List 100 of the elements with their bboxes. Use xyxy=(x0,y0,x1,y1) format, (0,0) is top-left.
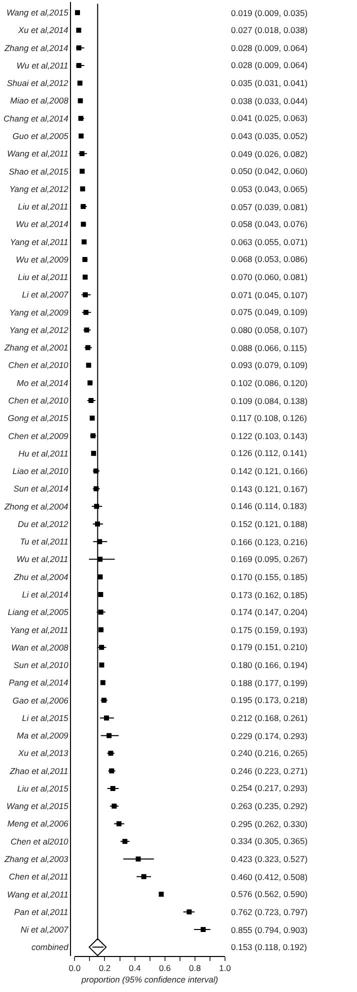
y-tick-label: Yang et al,2011 xyxy=(10,624,69,635)
text: 0.057 (0.039, 0.081) xyxy=(231,202,308,212)
text: 0.229 (0.174, 0.293) xyxy=(231,731,308,741)
y-tick-label: Ma et al,2009 xyxy=(16,730,69,741)
text: 0.143 (0.121, 0.167) xyxy=(231,484,308,494)
x-tick-label: 0.2 xyxy=(98,963,111,974)
text: 0.071 (0.045, 0.107) xyxy=(231,290,308,300)
y-tick-label: Zhao et al,2011 xyxy=(8,766,69,776)
y-tick-label: Mo et al,2014 xyxy=(16,378,69,388)
y-tick-label: Chen et al,2010 xyxy=(8,360,69,370)
y-tick-label: Xu et al,2014 xyxy=(17,25,69,36)
text: 0.173 (0.162, 0.185) xyxy=(231,590,308,600)
y-tick-label: Wang et al,2011 xyxy=(7,148,69,159)
text: 0.019 (0.009, 0.035) xyxy=(231,8,308,18)
y-tick-label: Chen et al,2010 xyxy=(8,396,69,406)
y-tick-label: Wang et al,2015 xyxy=(6,8,69,18)
text: 0.049 (0.026, 0.082) xyxy=(231,149,308,159)
y-tick-label: Wang et al,2015 xyxy=(6,801,69,812)
text: 0.423 (0.323, 0.527) xyxy=(231,854,308,864)
x-tick-label: 0.8 xyxy=(189,963,202,974)
text: 0.212 (0.168, 0.261) xyxy=(231,713,308,723)
text: 0.075 (0.049, 0.109) xyxy=(231,307,308,317)
y-tick-label: Liu et al,2011 xyxy=(18,272,69,282)
text: 0.102 (0.086, 0.120) xyxy=(231,378,308,388)
y-tick-label: Li et al,2014 xyxy=(22,589,69,600)
text: 0.153 (0.118, 0.192) xyxy=(231,942,307,952)
y-tick-label: Shao et al,2015 xyxy=(8,166,69,176)
y-tick-label: Liu et al,2011 xyxy=(18,202,69,212)
y-tick-label: Yang et al,2011 xyxy=(10,236,69,247)
text: 0.088 (0.066, 0.115) xyxy=(231,343,307,353)
y-tick-label: Zhang et al,2014 xyxy=(3,42,69,53)
text: 0.254 (0.217, 0.293) xyxy=(231,783,308,793)
y-tick-label: Wu et al,2011 xyxy=(16,60,69,70)
y-tick-label: Sun et al,2010 xyxy=(13,660,69,670)
y-tick-label: Zhong et al,2004 xyxy=(3,501,69,512)
text: 0.188 (0.177, 0.199) xyxy=(231,678,308,688)
text: 0.028 (0.009, 0.064) xyxy=(231,43,308,53)
text: 0.142 (0.121, 0.166) xyxy=(231,466,308,476)
text: 0.027 (0.018, 0.038) xyxy=(231,25,308,35)
text: 0.068 (0.053, 0.086) xyxy=(231,254,308,264)
text: 0.035 (0.031, 0.041) xyxy=(231,78,308,88)
y-tick-label: Miao et al,2008 xyxy=(10,96,69,106)
text: 0.053 (0.043, 0.065) xyxy=(231,184,308,194)
text: 0.080 (0.058, 0.107) xyxy=(231,325,308,335)
y-tick-label: Gong et al,2015 xyxy=(8,413,69,424)
y-tick-label: Pang et al,2014 xyxy=(8,678,69,688)
text: 0.180 (0.166, 0.194) xyxy=(231,660,308,670)
text: 0.050 (0.042, 0.060) xyxy=(231,166,308,176)
y-tick-label: Wu et al,2014 xyxy=(16,219,69,230)
y-tick-label: Zhang et al,2001 xyxy=(3,342,69,353)
y-tick-label: Gao et al,2006 xyxy=(12,695,69,706)
text: 0.855 (0.794, 0.903) xyxy=(231,925,308,935)
y-tick-label: Zhu et al,2004 xyxy=(12,572,69,582)
text: 0.028 (0.009, 0.064) xyxy=(231,60,308,70)
text: 0.063 (0.055, 0.071) xyxy=(231,237,308,247)
y-tick-label: Meng et al,2006 xyxy=(7,818,69,829)
text: 0.117 (0.108, 0.126) xyxy=(231,413,307,423)
text: 0.762 (0.723, 0.797) xyxy=(231,907,308,917)
text: 0.263 (0.235, 0.292) xyxy=(231,801,308,811)
text: 0.295 (0.262, 0.330) xyxy=(231,819,308,829)
y-tick-label: Yang et al,2012 xyxy=(9,184,69,194)
y-tick-label: Shuai et al,2012 xyxy=(6,78,69,88)
x-axis-title: proportion (95% confidence interval) xyxy=(80,974,218,985)
y-tick-label: Liu et al,2015 xyxy=(17,783,69,794)
y-tick-label: combined xyxy=(31,942,69,952)
text: 0.126 (0.112, 0.141) xyxy=(231,448,307,458)
y-tick-label: Li et al,2015 xyxy=(22,712,69,723)
text: 0.246 (0.223, 0.271) xyxy=(231,766,308,776)
text: 0.152 (0.121, 0.188) xyxy=(231,519,308,529)
y-tick-label: Xu et al,2013 xyxy=(17,748,69,758)
y-tick-label: Wu et al,2009 xyxy=(16,254,69,264)
text: 0.041 (0.025, 0.063) xyxy=(231,113,308,123)
text: 0.043 (0.035, 0.052) xyxy=(231,131,308,141)
text: 0.240 (0.216, 0.265) xyxy=(231,748,308,758)
y-tick-label: Wang et al,2011 xyxy=(7,889,69,900)
y-tick-label: Wan et al,2008 xyxy=(11,642,69,652)
y-tick-label: Sun et al,2014 xyxy=(13,484,69,494)
text: 0.179 (0.151, 0.210) xyxy=(231,642,308,652)
text: 0.576 (0.562, 0.590) xyxy=(231,889,308,899)
y-tick-label: Liao et al,2010 xyxy=(12,466,69,476)
y-tick-label: Chang et al,2014 xyxy=(4,113,69,124)
y-tick-label: Yang et al,2012 xyxy=(9,324,69,335)
y-tick-label: Li et al,2007 xyxy=(22,290,69,300)
text: 0.146 (0.114, 0.183) xyxy=(231,501,307,511)
x-tick-label: 0.0 xyxy=(68,963,81,974)
text: 0.122 (0.103, 0.143) xyxy=(231,431,308,441)
x-tick-label: 1.0 xyxy=(219,963,232,974)
text: 0.109 (0.084, 0.138) xyxy=(231,396,308,406)
y-tick-label: Chen et al,2009 xyxy=(8,430,69,441)
y-tick-label: Pan et al,2011 xyxy=(14,906,69,917)
y-tick-label: Guo et al,2005 xyxy=(12,130,69,141)
text: 0.334 (0.305, 0.365) xyxy=(231,836,308,846)
y-tick-label: Yang et al,2009 xyxy=(9,307,69,318)
y-tick-label: Du et al,2012 xyxy=(18,518,69,529)
y-tick-label: Hu et al,2011 xyxy=(18,448,69,458)
text: 0.174 (0.147, 0.204) xyxy=(231,607,308,617)
text: 0.093 (0.079, 0.109) xyxy=(231,360,308,370)
y-tick-label: Liang et al,2005 xyxy=(8,607,69,618)
x-tick-label: 0.4 xyxy=(128,963,141,974)
x-tick-label: 0.6 xyxy=(158,963,172,974)
